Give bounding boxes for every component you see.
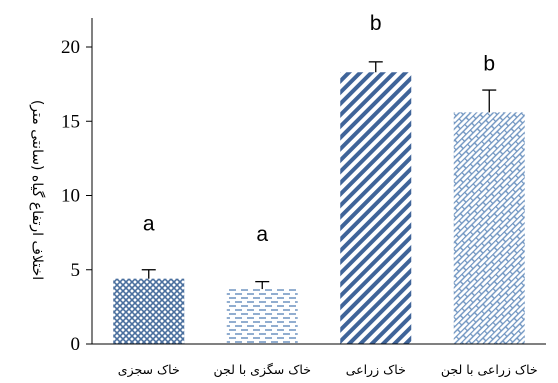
y-tick-label: 20 bbox=[61, 37, 80, 58]
significance-label: a bbox=[256, 223, 268, 246]
bar-3 bbox=[340, 72, 412, 345]
y-tick-label: 5 bbox=[71, 260, 81, 281]
category-label: خاک سجزی bbox=[118, 362, 180, 378]
y-tick-label: 10 bbox=[61, 186, 80, 207]
bar-4 bbox=[453, 112, 525, 344]
y-tick-label: 0 bbox=[71, 334, 81, 355]
y-axis-title: اختلاف ارتفاع گیاه (سانتی متر) bbox=[29, 100, 46, 280]
significance-label: b bbox=[483, 52, 495, 75]
category-label: خاک سگزی با لجن bbox=[214, 362, 311, 378]
significance-label: b bbox=[370, 12, 382, 35]
category-label: خاک زراعی با لجن bbox=[441, 362, 538, 378]
bar-1 bbox=[113, 278, 185, 344]
bar-2 bbox=[226, 289, 298, 344]
y-tick-label: 15 bbox=[61, 111, 80, 132]
significance-label: a bbox=[143, 213, 155, 236]
category-label: خاک زراعی bbox=[346, 362, 406, 378]
